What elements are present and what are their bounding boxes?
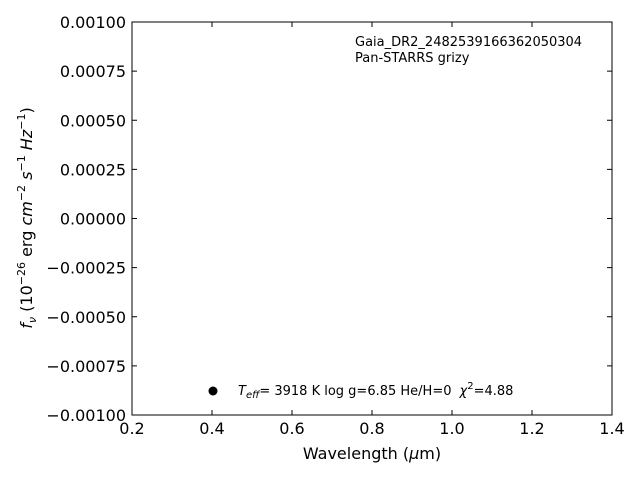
y-tick-label: −0.00025 xyxy=(46,259,126,278)
x-tick-label: 1.4 xyxy=(599,419,624,438)
x-tick-label: 1.2 xyxy=(519,419,544,438)
plot-frame xyxy=(131,21,613,416)
x-tick-label: 0.8 xyxy=(359,419,384,438)
x-axis-label: Wavelength (μm) xyxy=(303,444,441,463)
x-tick-label: 0.2 xyxy=(119,419,144,438)
legend-marker xyxy=(208,386,218,396)
legend-teff-symbol: T xyxy=(238,384,247,399)
y-tick-label: 0.00050 xyxy=(60,111,126,130)
x-tick-label: 0.6 xyxy=(279,419,304,438)
x-tick-label: 1.0 xyxy=(439,419,464,438)
annotation-filters: Pan-STARRS grizy xyxy=(355,51,470,66)
svg-text:Teff= 3918 K log g=6.85 He/: Teff= 3918 K log g=6.85 He/H=0 χ2=4.88 xyxy=(238,381,513,401)
svg-text:fν (10−26 erg cm−2 s−1 Hz−1): fν (10−26 erg cm−2 s−1 Hz−1) xyxy=(15,107,39,328)
legend-teff-subscript: eff xyxy=(246,390,261,401)
y-tick-label: −0.00050 xyxy=(46,308,126,327)
x-axis-ticks: 0.2 0.4 0.6 0.8 1.0 1.2 1.4 xyxy=(119,22,625,438)
annotation-object-id: Gaia_DR2_2482539166362050304 xyxy=(355,35,582,50)
y-axis-ticks: 0.00100 0.00075 0.00050 0.00025 0.00000 −0.00… xyxy=(46,13,612,425)
y-tick-label: 0.00000 xyxy=(60,210,126,229)
y-tick-label: −0.00075 xyxy=(46,357,126,376)
y-tick-label: −0.00100 xyxy=(46,406,126,425)
y-tick-label: 0.00075 xyxy=(60,62,126,81)
y-tick-label: 0.00100 xyxy=(60,13,126,32)
y-axis-label: fν (10−26 erg cm−2 s−1 Hz−1) xyxy=(15,107,39,328)
legend: Teff= 3918 K log g=6.85 He/H=0 χ2=4.88 xyxy=(208,381,513,401)
legend-chi-superscript: 2 xyxy=(467,381,473,392)
legend-params: = 3918 K log g=6.85 He/H=0 xyxy=(259,384,451,399)
legend-chi-symbol: χ xyxy=(459,384,469,399)
y-tick-label: 0.00025 xyxy=(60,160,126,179)
x-tick-label: 0.4 xyxy=(199,419,224,438)
legend-chi-value: =4.88 xyxy=(474,384,514,399)
